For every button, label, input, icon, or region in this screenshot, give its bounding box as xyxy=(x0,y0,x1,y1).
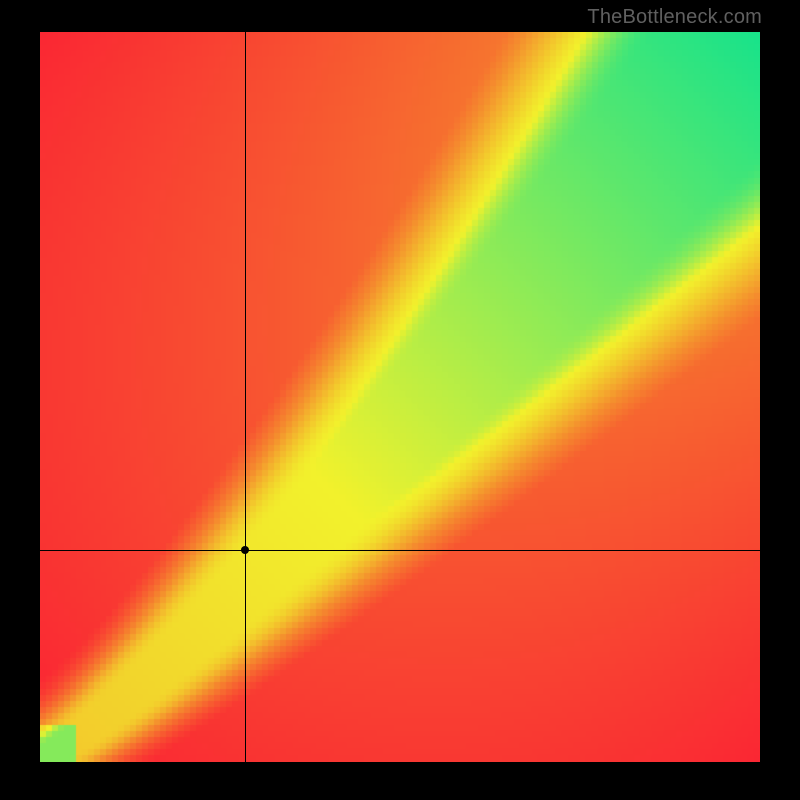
crosshair-marker xyxy=(241,546,249,554)
heatmap-plot xyxy=(40,32,760,762)
crosshair-vertical xyxy=(245,32,246,762)
outer-frame: TheBottleneck.com xyxy=(0,0,800,800)
heatmap-canvas xyxy=(40,32,760,762)
crosshair-horizontal xyxy=(40,550,760,551)
watermark-text: TheBottleneck.com xyxy=(587,6,762,29)
